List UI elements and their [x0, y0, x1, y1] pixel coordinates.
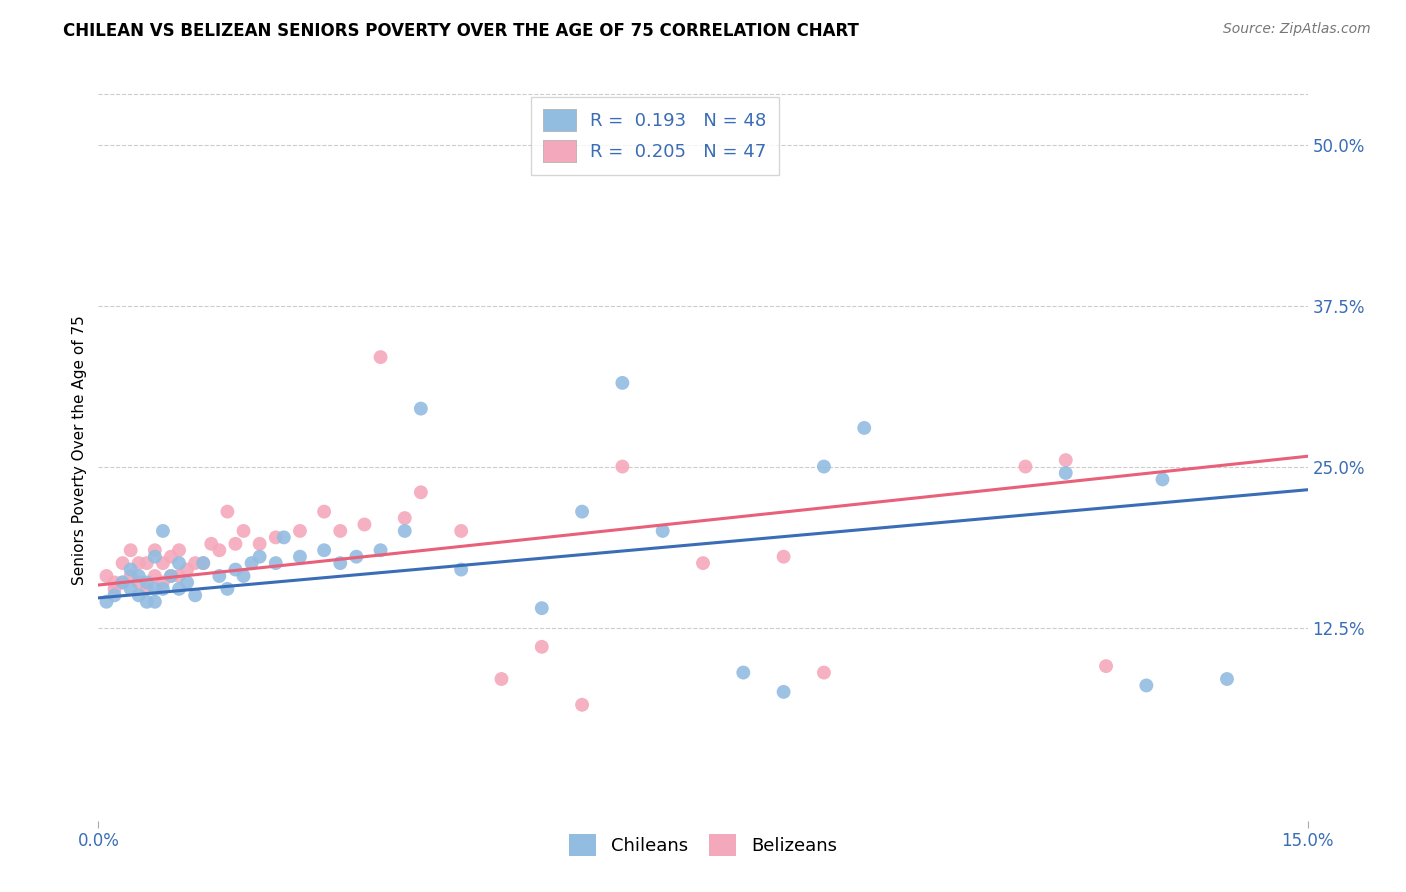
- Point: [184, 588, 207, 602]
- Point: [370, 350, 392, 364]
- Point: [167, 556, 190, 570]
- Point: [135, 575, 157, 590]
- Point: [200, 537, 222, 551]
- Point: [1152, 472, 1174, 486]
- Point: [111, 575, 134, 590]
- Point: [128, 588, 150, 602]
- Point: [160, 569, 183, 583]
- Point: [128, 556, 150, 570]
- Point: [152, 575, 174, 590]
- Point: [772, 549, 794, 564]
- Point: [143, 582, 166, 596]
- Point: [193, 556, 215, 570]
- Point: [143, 595, 166, 609]
- Point: [530, 601, 553, 615]
- Point: [394, 524, 416, 538]
- Point: [249, 549, 271, 564]
- Point: [813, 665, 835, 680]
- Point: [135, 595, 157, 609]
- Point: [288, 524, 311, 538]
- Point: [120, 582, 142, 596]
- Point: [329, 556, 352, 570]
- Text: CHILEAN VS BELIZEAN SENIORS POVERTY OVER THE AGE OF 75 CORRELATION CHART: CHILEAN VS BELIZEAN SENIORS POVERTY OVER…: [63, 22, 859, 40]
- Point: [733, 665, 755, 680]
- Point: [651, 524, 673, 538]
- Point: [571, 505, 593, 519]
- Point: [135, 556, 157, 570]
- Point: [167, 582, 190, 596]
- Point: [491, 672, 513, 686]
- Point: [224, 537, 246, 551]
- Point: [152, 524, 174, 538]
- Point: [394, 511, 416, 525]
- Y-axis label: Seniors Poverty Over the Age of 75: Seniors Poverty Over the Age of 75: [72, 316, 87, 585]
- Point: [120, 543, 142, 558]
- Point: [184, 556, 207, 570]
- Point: [692, 556, 714, 570]
- Point: [143, 543, 166, 558]
- Point: [329, 524, 352, 538]
- Point: [160, 569, 183, 583]
- Point: [249, 537, 271, 551]
- Point: [530, 640, 553, 654]
- Point: [1216, 672, 1239, 686]
- Point: [193, 556, 215, 570]
- Point: [120, 563, 142, 577]
- Point: [160, 549, 183, 564]
- Point: [232, 524, 254, 538]
- Point: [143, 549, 166, 564]
- Point: [344, 549, 367, 564]
- Point: [208, 543, 231, 558]
- Point: [409, 485, 432, 500]
- Point: [128, 569, 150, 583]
- Point: [353, 517, 375, 532]
- Point: [370, 543, 392, 558]
- Point: [217, 582, 239, 596]
- Point: [1135, 678, 1157, 692]
- Point: [314, 505, 336, 519]
- Point: [103, 582, 125, 596]
- Point: [264, 530, 287, 544]
- Point: [176, 563, 198, 577]
- Point: [103, 575, 125, 590]
- Point: [571, 698, 593, 712]
- Point: [143, 569, 166, 583]
- Point: [111, 556, 134, 570]
- Point: [612, 459, 634, 474]
- Point: [1054, 466, 1077, 480]
- Point: [409, 401, 432, 416]
- Point: [128, 575, 150, 590]
- Point: [96, 595, 118, 609]
- Point: [240, 556, 263, 570]
- Point: [813, 459, 835, 474]
- Point: [167, 569, 190, 583]
- Point: [1095, 659, 1118, 673]
- Point: [288, 549, 311, 564]
- Point: [111, 575, 134, 590]
- Text: Source: ZipAtlas.com: Source: ZipAtlas.com: [1223, 22, 1371, 37]
- Point: [450, 563, 472, 577]
- Point: [1014, 459, 1036, 474]
- Point: [1054, 453, 1077, 467]
- Point: [314, 543, 336, 558]
- Point: [135, 582, 157, 596]
- Point: [217, 505, 239, 519]
- Point: [167, 543, 190, 558]
- Point: [772, 685, 794, 699]
- Point: [273, 530, 295, 544]
- Point: [103, 588, 125, 602]
- Point: [152, 582, 174, 596]
- Point: [96, 569, 118, 583]
- Legend: Chileans, Belizeans: Chileans, Belizeans: [562, 827, 844, 863]
- Point: [224, 563, 246, 577]
- Point: [232, 569, 254, 583]
- Point: [152, 556, 174, 570]
- Point: [264, 556, 287, 570]
- Point: [612, 376, 634, 390]
- Point: [450, 524, 472, 538]
- Point: [120, 569, 142, 583]
- Point: [853, 421, 876, 435]
- Point: [176, 575, 198, 590]
- Point: [208, 569, 231, 583]
